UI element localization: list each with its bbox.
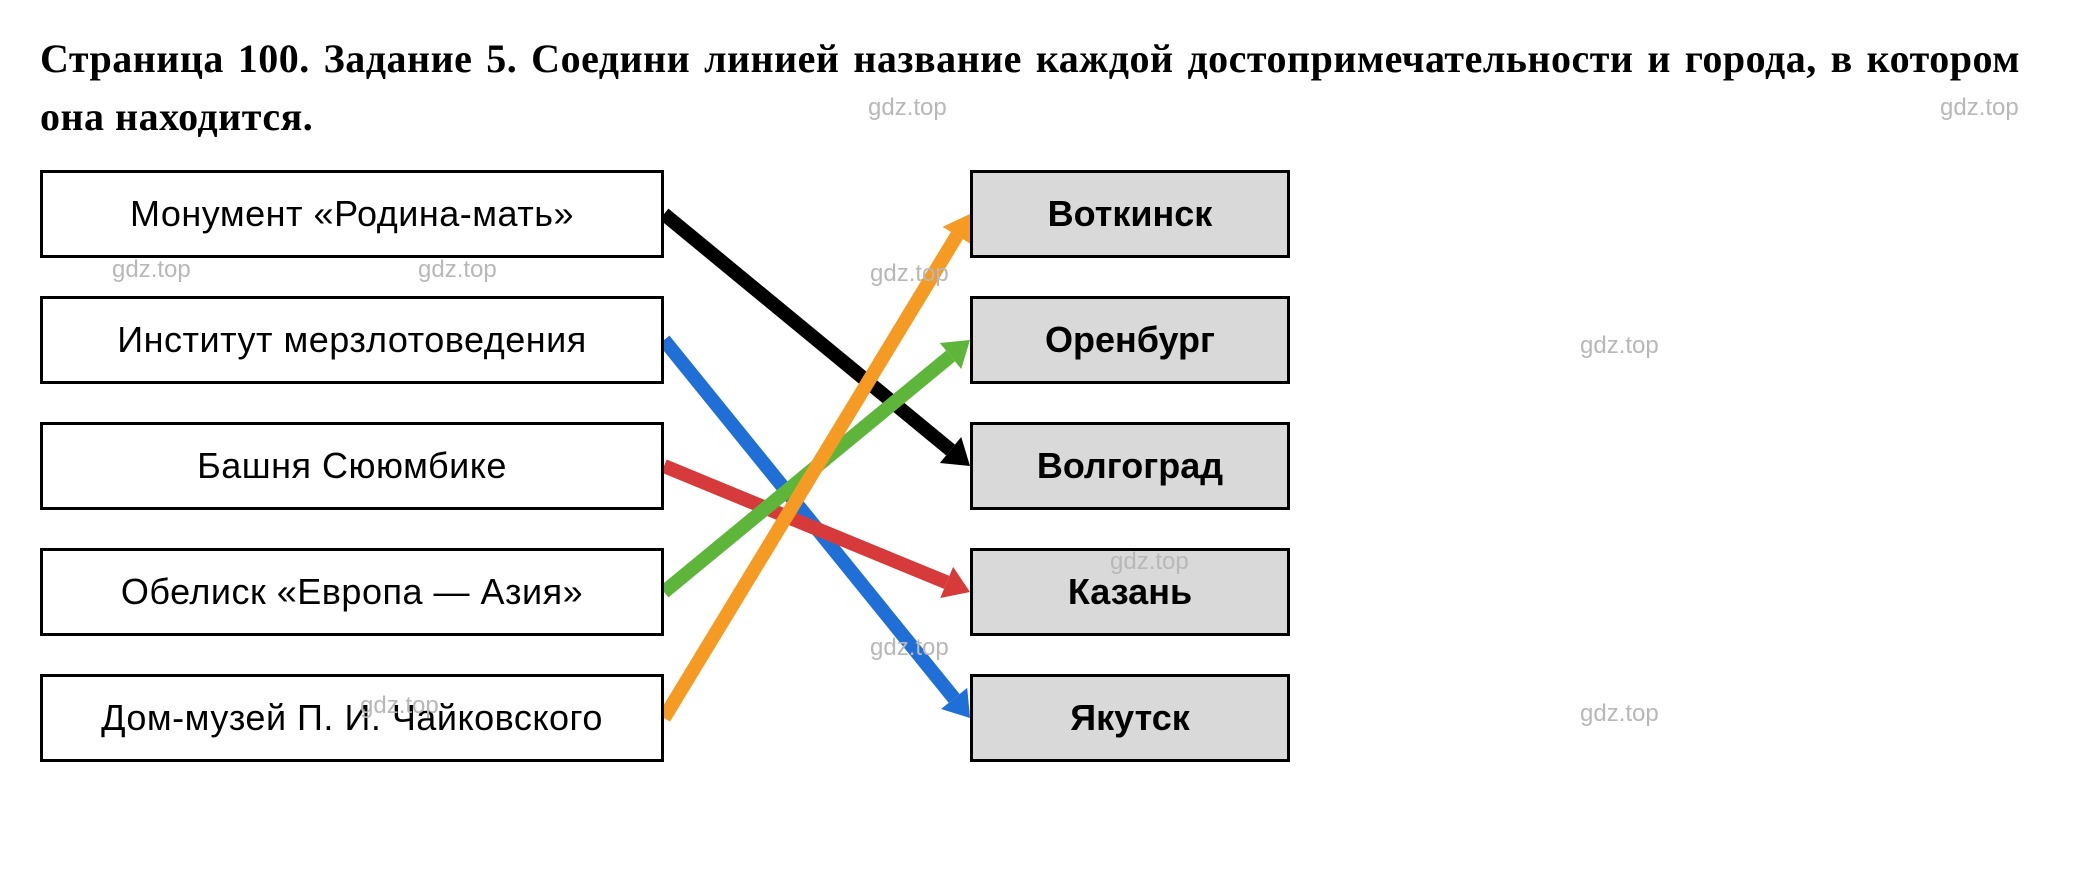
connection-line [664, 214, 951, 450]
city-box: Воткинск [970, 170, 1290, 258]
arrowhead-icon [940, 437, 970, 466]
connection-line [664, 356, 951, 592]
city-box: Якутск [970, 674, 1290, 762]
arrowhead-icon [940, 340, 970, 369]
city-box: Волгоград [970, 422, 1290, 510]
task-title: Страница 100. Задание 5. Соедини линией … [40, 30, 2020, 146]
arrowhead-icon [940, 567, 970, 598]
landmark-box: Монумент «Родина-мать» [40, 170, 664, 258]
city-box: Казань [970, 548, 1290, 636]
connection-line [664, 236, 957, 718]
left-column: Монумент «Родина-мать» Институт мерзлотов… [40, 170, 664, 762]
arrowhead-icon [943, 214, 972, 244]
landmark-box: Дом-музей П. И. Чайковского [40, 674, 664, 762]
connection-line [664, 340, 954, 698]
landmark-box: Башня Сююмбике [40, 422, 664, 510]
connection-line [664, 466, 947, 582]
matching-diagram: Монумент «Родина-мать» Институт мерзлотов… [40, 170, 1370, 850]
landmark-box: Институт мерзлотоведения [40, 296, 664, 384]
watermark-text: gdz.top [1580, 700, 1659, 728]
landmark-box: Обелиск «Европа — Азия» [40, 548, 664, 636]
arrowhead-icon [941, 688, 970, 718]
city-box: Оренбург [970, 296, 1290, 384]
right-column: Воткинск Оренбург Волгоград Казань Якутск [970, 170, 1290, 762]
watermark-text: gdz.top [1580, 332, 1659, 360]
